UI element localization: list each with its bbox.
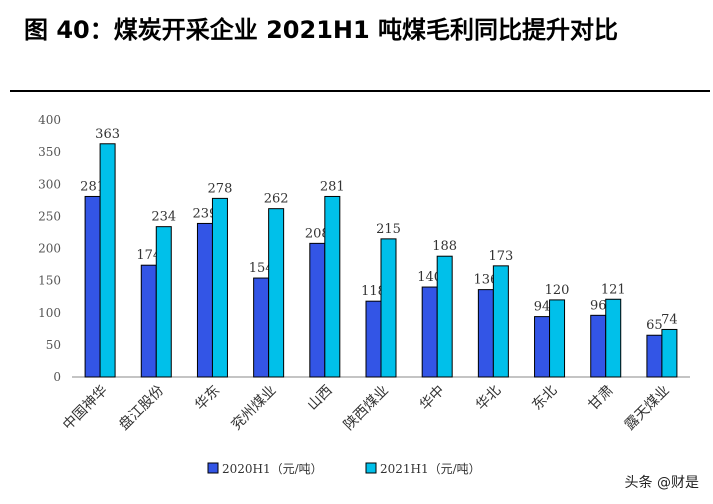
bar — [380, 238, 397, 378]
bar — [99, 143, 116, 378]
x-tick-label: 华中 — [417, 383, 448, 414]
x-tick-label: 兖州煤业 — [229, 383, 280, 434]
y-tick-label: 0 — [53, 370, 61, 384]
bar-value-label: 74 — [661, 312, 678, 327]
y-tick-label: 150 — [38, 274, 61, 288]
bar-value-label: 234 — [151, 210, 176, 225]
bar-value-label: 363 — [95, 127, 120, 142]
bar-value-label: 281 — [320, 179, 345, 194]
bar-value-label: 262 — [264, 192, 289, 207]
bar — [661, 328, 678, 378]
bar — [549, 299, 566, 378]
x-tick-label: 盘江股份 — [115, 382, 167, 434]
bar — [590, 314, 607, 378]
bar — [84, 195, 101, 378]
bar — [196, 222, 213, 378]
bar-value-label: 281 — [80, 179, 105, 194]
bar — [155, 226, 172, 378]
figure-title: 图 40：煤炭开采企业 2021H1 吨煤毛利同比提升对比 — [24, 16, 619, 44]
bar-value-label: 121 — [601, 282, 626, 297]
bar — [309, 242, 326, 378]
x-tick-label: 中国神华 — [60, 383, 111, 434]
y-tick-label: 200 — [38, 242, 61, 256]
legend-label: 2020H1（元/吨） — [222, 462, 323, 476]
bar-value-label: 136 — [473, 273, 498, 288]
y-tick-label: 300 — [38, 177, 61, 191]
bar-value-label: 174 — [136, 248, 161, 263]
bar-value-label: 94 — [534, 300, 551, 315]
x-tick-label: 华北 — [473, 383, 504, 414]
bar — [605, 298, 622, 378]
y-tick-label: 250 — [38, 209, 61, 223]
bar — [365, 300, 382, 378]
bar — [477, 289, 494, 378]
bar-value-label: 188 — [432, 239, 457, 254]
y-tick-label: 50 — [46, 338, 61, 352]
x-tick-label: 华东 — [192, 383, 223, 414]
bar — [211, 197, 228, 378]
x-tick-label: 陕西煤业 — [341, 383, 392, 434]
bar — [324, 195, 341, 378]
x-tick-label: 山西 — [305, 383, 336, 414]
bar-value-label: 154 — [249, 261, 274, 276]
bar-value-label: 65 — [646, 318, 663, 333]
y-tick-label: 400 — [38, 113, 61, 127]
bar-value-label: 215 — [376, 222, 401, 237]
bar-value-label: 118 — [361, 284, 386, 299]
bar-value-label: 239 — [193, 206, 218, 221]
bar-value-label: 208 — [305, 226, 330, 241]
bar-value-label: 173 — [488, 249, 513, 264]
bar — [646, 334, 663, 378]
bar — [421, 286, 438, 378]
bar — [140, 264, 157, 378]
bar-value-label: 140 — [417, 270, 442, 285]
bar — [253, 277, 270, 378]
legend-swatch — [365, 462, 377, 474]
bar-value-label: 96 — [590, 298, 607, 313]
x-tick-label: 甘肃 — [585, 383, 616, 414]
bar-value-label: 278 — [208, 181, 233, 196]
y-tick-label: 100 — [38, 306, 61, 320]
bar — [436, 255, 453, 378]
bar — [534, 316, 551, 378]
x-tick-label: 东北 — [529, 383, 560, 414]
title-divider — [10, 90, 710, 92]
legend-label: 2021H1（元/吨） — [380, 462, 481, 476]
bar — [268, 208, 285, 378]
watermark: 头条 @财是 — [624, 475, 699, 491]
legend-swatch — [207, 462, 219, 474]
y-tick-label: 350 — [38, 145, 61, 159]
bar-value-label: 120 — [545, 283, 570, 298]
bar — [492, 265, 509, 378]
x-tick-label: 露天煤业 — [622, 383, 673, 434]
